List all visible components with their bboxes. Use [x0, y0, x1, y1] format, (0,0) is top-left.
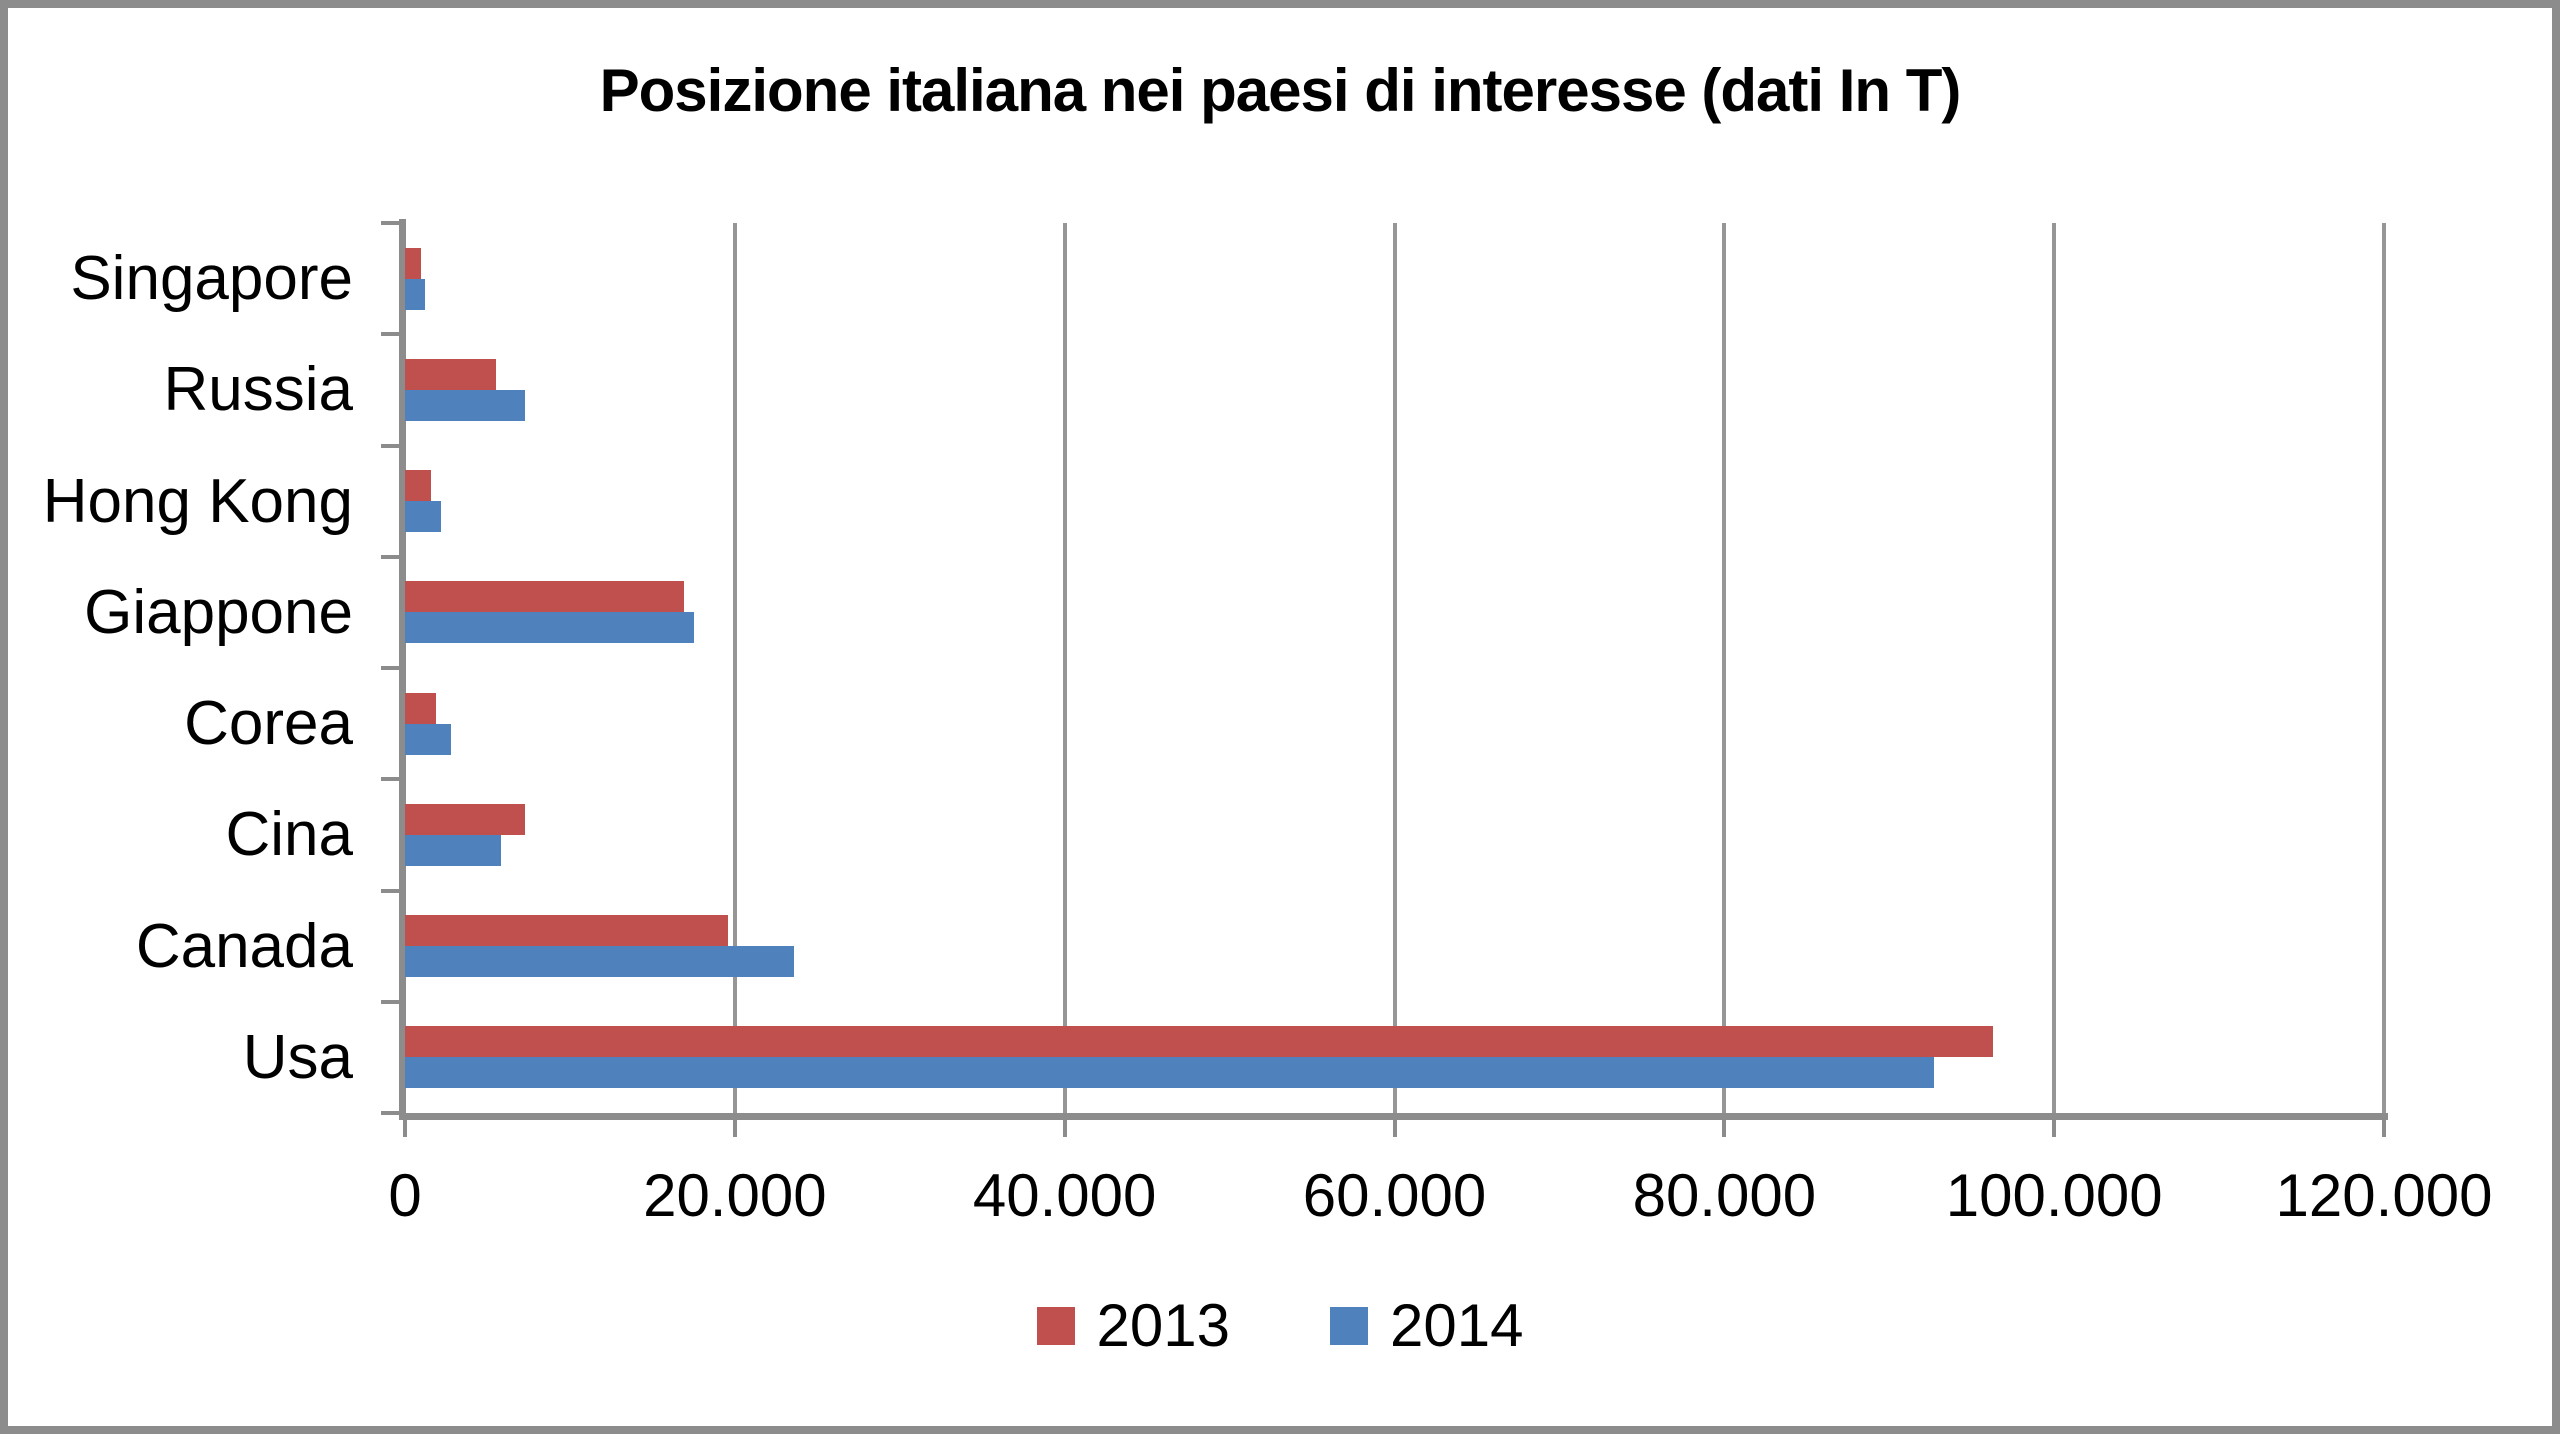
bar-2013-giappone	[405, 581, 684, 613]
y-tick-8	[381, 1111, 400, 1115]
gridline-120000	[2382, 223, 2386, 1113]
bar-2014-singapore	[405, 278, 425, 310]
bar-2013-canada	[405, 915, 729, 947]
y-tick-0	[381, 221, 400, 225]
x-tick-label-40000: 40.000	[972, 1162, 1157, 1229]
category-row-canada: Canada	[136, 891, 2384, 1002]
category-row-cina: Cina	[225, 779, 2384, 890]
bar-2014-cina	[405, 834, 501, 866]
legend-item-2014: 2014	[1330, 1291, 1523, 1360]
bar-2013-singapore	[405, 247, 422, 279]
plot-area: 0 20.000 40.000 60.000 80.000 100.000 120.000 S…	[43, 219, 2492, 1229]
y-tick-1	[381, 332, 400, 337]
x-tick-20000	[732, 1120, 737, 1137]
category-row-singapore: Singapore	[70, 223, 2384, 334]
bar-2014-canada	[405, 946, 795, 978]
x-tick-40000	[1062, 1120, 1067, 1137]
legend-swatch-2013	[1036, 1306, 1075, 1345]
x-tick-label-60000: 60.000	[1302, 1162, 1487, 1229]
legend-item-2013: 2013	[1036, 1291, 1230, 1360]
category-label-singapore: Singapore	[70, 244, 353, 314]
y-tick-6	[381, 888, 400, 893]
category-row-corea: Corea	[184, 668, 2384, 779]
legend-label-2013: 2013	[1096, 1292, 1230, 1359]
category-label-corea: Corea	[184, 689, 353, 759]
bar-2013-hong-kong	[405, 470, 432, 502]
x-tick-60000	[1392, 1120, 1397, 1137]
x-tick-120000	[2382, 1120, 2386, 1137]
x-axis-line	[399, 1113, 2388, 1120]
x-tick-label-120000: 120.000	[2275, 1162, 2493, 1229]
bar-2013-russia	[405, 358, 496, 390]
bar-2013-corea	[405, 692, 437, 724]
legend-swatch-2014	[1330, 1306, 1368, 1345]
gridline-40000	[1062, 223, 1067, 1113]
x-tick-0	[403, 1120, 407, 1137]
legend-label-2014: 2014	[1390, 1292, 1524, 1359]
x-tick-100000	[2052, 1120, 2057, 1137]
category-row-usa: Usa	[243, 1002, 2384, 1113]
gridline-20000	[732, 223, 737, 1113]
x-tick-label-100000: 100.000	[1945, 1162, 2163, 1229]
category-label-giappone: Giappone	[84, 577, 353, 647]
gridline-60000	[1392, 223, 1397, 1113]
category-row-hong-kong: Hong Kong	[43, 446, 2384, 557]
y-axis-line	[399, 219, 406, 1117]
x-tick-80000	[1722, 1120, 1727, 1137]
category-label-cina: Cina	[225, 800, 353, 870]
gridline-100000	[2052, 223, 2057, 1113]
x-tick-label-20000: 20.000	[643, 1162, 827, 1229]
chart-title: Posizione italiana nei paesi di interess…	[599, 57, 1962, 124]
category-row-giappone: Giappone	[84, 557, 2384, 668]
category-row-russia: Russia	[163, 334, 2384, 445]
y-tick-3	[381, 554, 400, 559]
bar-2014-russia	[405, 389, 526, 421]
gridline-80000	[1722, 223, 1727, 1113]
bar-2014-hong-kong	[405, 501, 442, 533]
bar-2014-usa	[405, 1057, 1934, 1089]
category-label-hong-kong: Hong Kong	[42, 466, 353, 536]
bar-2013-usa	[405, 1026, 1994, 1058]
y-tick-7	[381, 999, 400, 1004]
bar-2013-cina	[405, 803, 526, 835]
x-tick-label-80000: 80.000	[1632, 1162, 1817, 1229]
bar-2014-giappone	[405, 612, 694, 644]
category-label-usa: Usa	[242, 1022, 353, 1092]
category-label-russia: Russia	[163, 355, 353, 425]
bar-2014-corea	[405, 723, 452, 755]
y-tick-2	[381, 443, 400, 448]
category-label-canada: Canada	[135, 911, 353, 981]
y-tick-4	[381, 666, 400, 670]
legend: 2013 2014	[8, 1291, 2552, 1360]
x-tick-label-0: 0	[388, 1162, 422, 1229]
y-tick-5	[381, 777, 400, 782]
